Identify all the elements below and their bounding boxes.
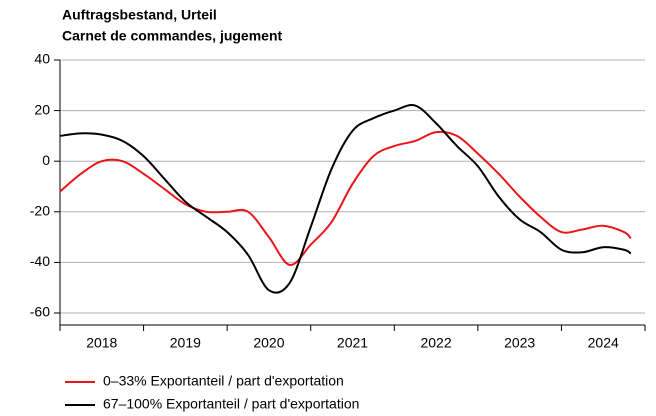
line bbox=[59, 104, 632, 294]
chart-title: Auftragsbestand, Urteil bbox=[62, 7, 217, 23]
y-tick-label: -40 bbox=[30, 253, 50, 269]
chart-subtitle: Carnet de commandes, jugement bbox=[62, 28, 283, 44]
legend-label: 0–33% Exportanteil / part d'exportation bbox=[103, 373, 344, 389]
x-tick-label: 2022 bbox=[420, 335, 451, 351]
y-tick-label: 0 bbox=[42, 152, 50, 168]
x-tick-label: 2021 bbox=[337, 335, 368, 351]
x-tick-label: 2020 bbox=[253, 335, 284, 351]
y-tick-label: 40 bbox=[34, 51, 50, 67]
x-tick-label: 2018 bbox=[86, 335, 117, 351]
line bbox=[59, 130, 632, 266]
x-tick-label: 2019 bbox=[170, 335, 201, 351]
x-tick-label: 2024 bbox=[588, 335, 619, 351]
legend-label: 67–100% Exportanteil / part d'exportatio… bbox=[103, 396, 359, 412]
y-tick-label: -20 bbox=[30, 203, 50, 219]
y-tick-label: -60 bbox=[30, 304, 50, 320]
y-tick-label: 20 bbox=[34, 101, 50, 117]
x-tick-label: 2023 bbox=[504, 335, 535, 351]
